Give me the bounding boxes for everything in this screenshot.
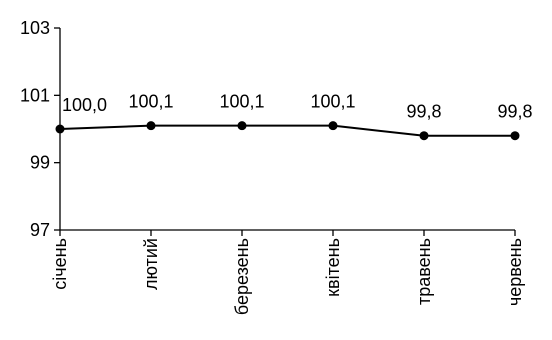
- y-ticks: 97 99 101 103: [20, 18, 60, 240]
- y-tick-label: 101: [20, 85, 50, 105]
- series-group: [59, 124, 515, 137]
- data-label: 100,1: [219, 92, 264, 112]
- y-tick-label: 99: [30, 153, 50, 173]
- data-label: 99,8: [497, 102, 532, 122]
- data-label: 100,1: [310, 92, 355, 112]
- x-ticks: січень лютий березень квітень травень червень: [50, 230, 525, 315]
- data-point: [55, 124, 65, 134]
- data-point: [510, 131, 520, 141]
- data-point: [237, 121, 247, 131]
- data-label: 99,8: [406, 102, 441, 122]
- data-point: [146, 121, 156, 131]
- x-tick-label: червень: [505, 238, 525, 306]
- data-point: [328, 121, 338, 131]
- y-tick-label: 103: [20, 18, 50, 38]
- data-labels: 100,0 100,1 100,1 100,1 99,8 99,8: [62, 92, 533, 122]
- data-points: [55, 121, 520, 141]
- data-label: 100,0: [62, 95, 107, 115]
- axes: [59, 28, 515, 231]
- x-tick-label: березень: [232, 238, 252, 315]
- x-tick-label: лютий: [141, 238, 161, 290]
- series-line: [59, 124, 515, 137]
- data-point: [419, 131, 429, 141]
- x-tick-label: січень: [50, 238, 70, 290]
- x-tick-label: квітень: [323, 238, 343, 297]
- x-tick-label: травень: [414, 238, 434, 305]
- y-tick-label: 97: [30, 220, 50, 240]
- data-label: 100,1: [128, 92, 173, 112]
